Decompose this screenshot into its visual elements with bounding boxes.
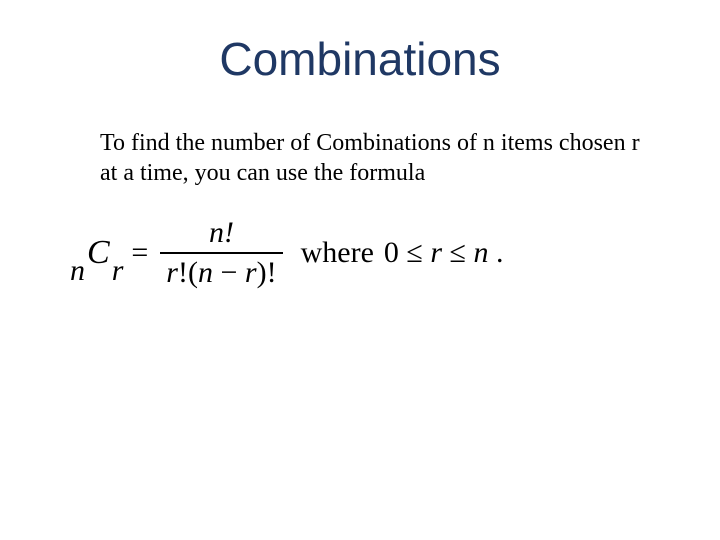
denom-bang2: !: [267, 256, 277, 289]
formula-row: n C r = n! r!(n − r)! where 0 ≤ r ≤ n .: [0, 188, 720, 290]
ineq-n: n: [474, 236, 489, 269]
equals-sign: =: [131, 236, 148, 270]
ineq-le2: ≤: [442, 236, 473, 269]
inequality: 0 ≤ r ≤ n .: [384, 236, 504, 270]
formula-c: C: [87, 234, 110, 272]
denom-r: r: [166, 256, 178, 289]
denom-r2: r: [245, 256, 257, 289]
ineq-r: r: [430, 236, 442, 269]
fraction: n! r!(n − r)!: [160, 216, 282, 290]
denom-close: ): [257, 256, 267, 289]
denom-open: (: [188, 256, 198, 289]
period: .: [489, 236, 504, 269]
body-paragraph: To find the number of Combinations of n …: [0, 86, 720, 188]
denom-bang1: !: [178, 256, 188, 289]
numerator: n!: [205, 216, 238, 252]
ineq-zero: 0: [384, 236, 399, 269]
formula-lhs: n C r: [70, 234, 123, 272]
slide-title: Combinations: [0, 0, 720, 86]
formula-r-subscript: r: [112, 254, 124, 288]
where-text: where: [301, 236, 374, 270]
ineq-le1: ≤: [399, 236, 430, 269]
denom-n: n: [198, 256, 213, 289]
denominator: r!(n − r)!: [160, 252, 282, 290]
denom-minus: −: [213, 256, 245, 289]
formula-n-subscript: n: [70, 254, 85, 288]
